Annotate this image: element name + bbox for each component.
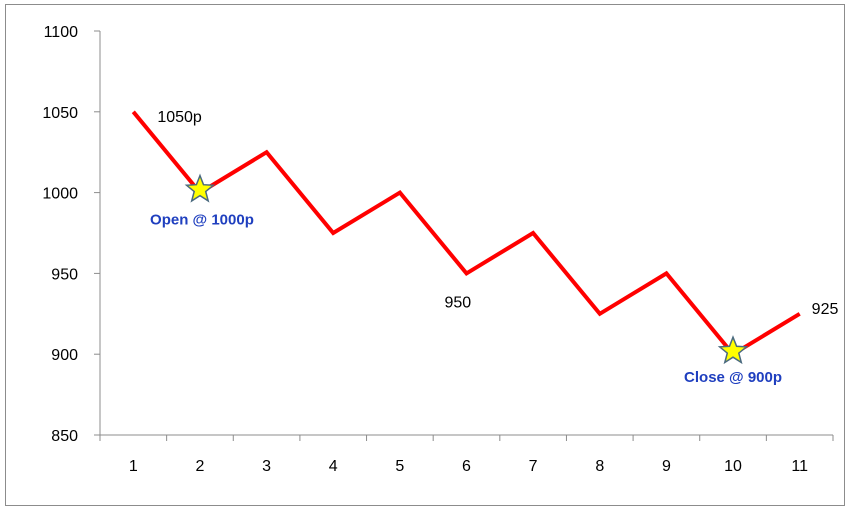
x-tick-label: 3 xyxy=(262,458,271,475)
x-tick-label: 5 xyxy=(395,458,404,475)
x-tick-label: 10 xyxy=(724,458,742,475)
data-label: 925 xyxy=(812,301,839,318)
series-line xyxy=(131,110,801,357)
y-tick-label: 1000 xyxy=(42,186,78,203)
data-label: 1050p xyxy=(157,109,202,126)
x-tick-label: 2 xyxy=(196,458,205,475)
x-tick-label: 4 xyxy=(329,458,338,475)
x-tick-label: 1 xyxy=(129,458,138,475)
x-tick-label: 11 xyxy=(791,458,808,475)
marker-label: Open @ 1000p xyxy=(150,212,254,229)
x-tick-label: 9 xyxy=(662,458,671,475)
y-tick-label: 1100 xyxy=(44,24,79,41)
y-tick-label: 900 xyxy=(51,347,78,364)
x-tick-label: 6 xyxy=(462,458,471,475)
y-tick-label: 1050 xyxy=(42,105,78,122)
star-marker xyxy=(717,335,749,365)
y-tick-label: 850 xyxy=(51,428,78,445)
star-marker xyxy=(184,173,216,203)
x-tick-label: 8 xyxy=(595,458,604,475)
y-tick-label: 950 xyxy=(51,266,78,283)
data-label: 950 xyxy=(445,294,472,311)
chart-frame xyxy=(5,4,845,506)
x-tick-label: 7 xyxy=(529,458,538,475)
marker-label: Close @ 900p xyxy=(684,369,782,386)
